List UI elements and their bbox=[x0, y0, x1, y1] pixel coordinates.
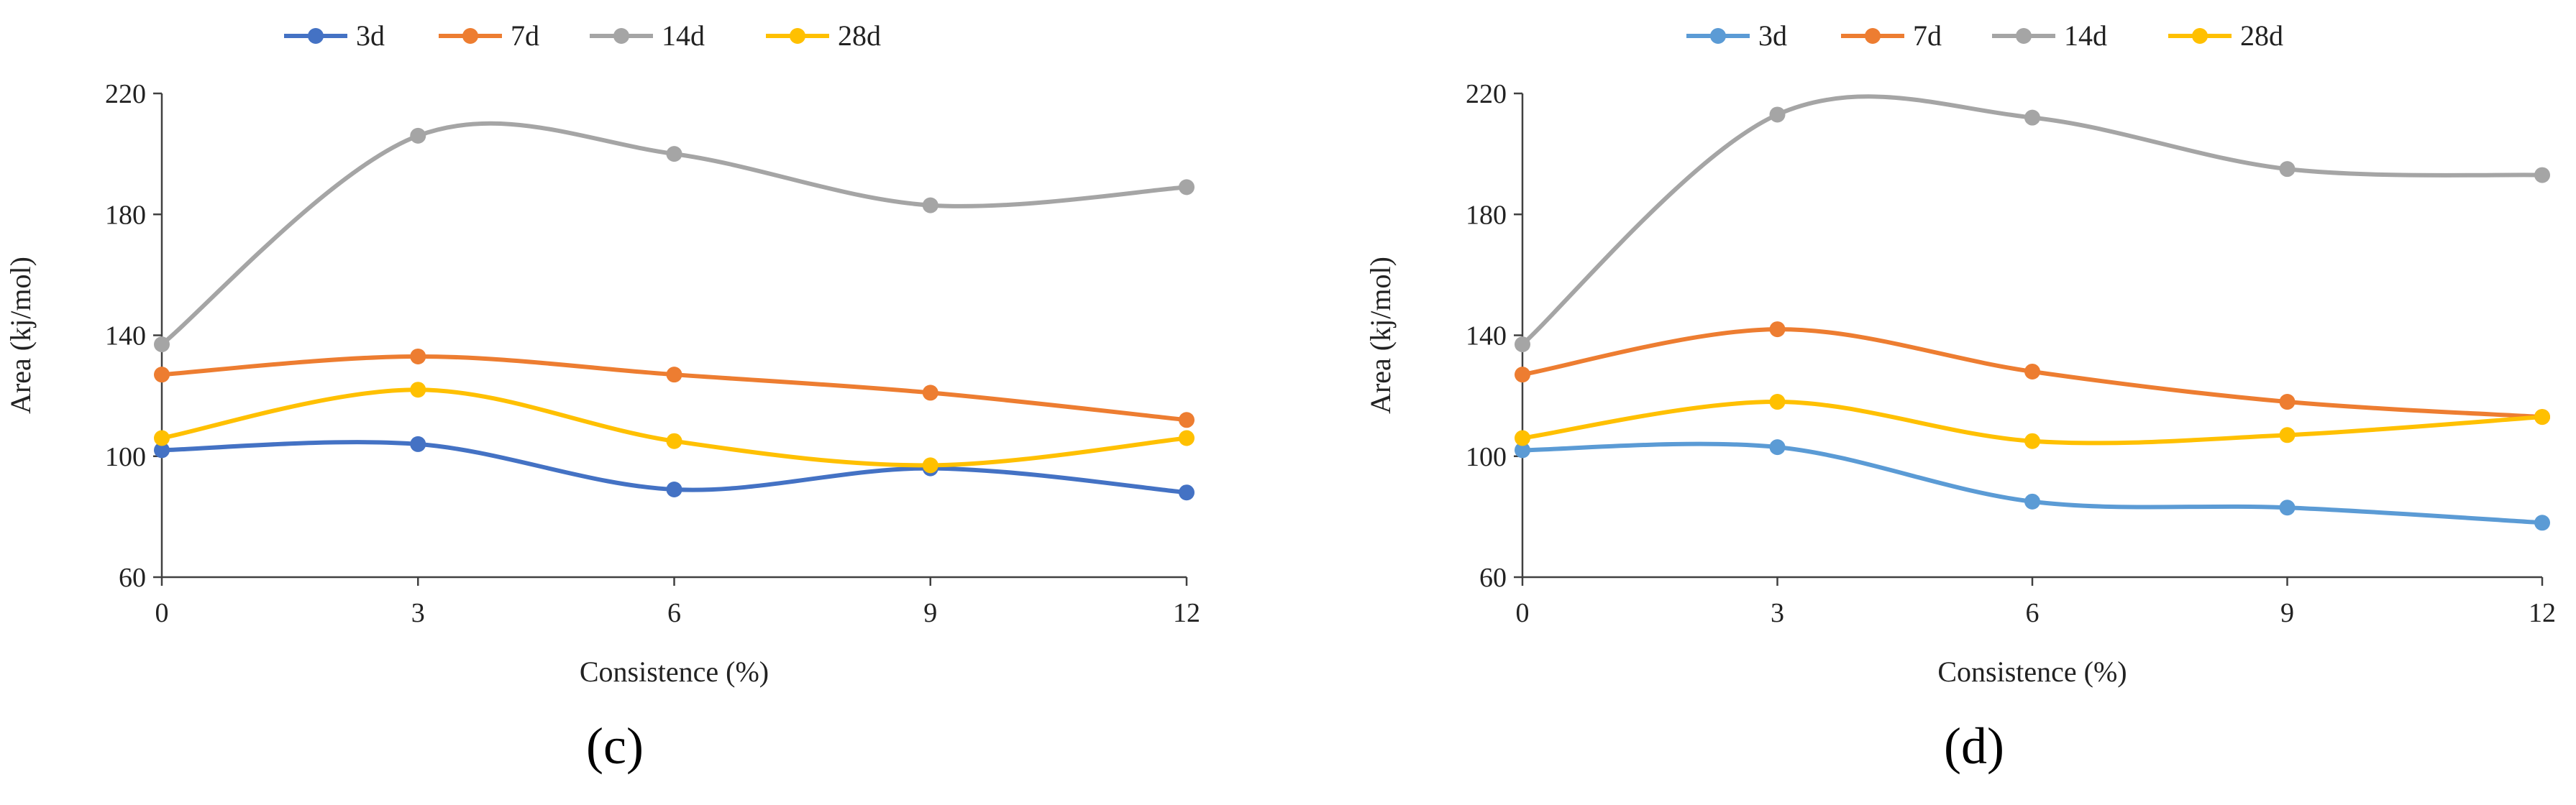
x-tick-label: 3 bbox=[1771, 598, 1784, 628]
data-point-7d bbox=[154, 367, 170, 383]
y-tick-label: 100 bbox=[105, 442, 146, 472]
data-point-3d bbox=[410, 436, 426, 452]
data-point-28d bbox=[2534, 409, 2550, 426]
chart-panel-c: 60 100 140 180 220 0 3 6 9 12 Area (kj/mol) Consist… bbox=[4, 19, 1200, 775]
legend-marker-3d bbox=[1710, 28, 1726, 44]
x-tick-label: 9 bbox=[2280, 598, 2294, 628]
y-axis-label: Area (kj/mol) bbox=[4, 257, 37, 414]
legend-marker-14d bbox=[2016, 28, 2032, 44]
data-point-3d bbox=[2279, 500, 2296, 516]
legend-label-14d: 14d bbox=[662, 19, 705, 52]
y-tick-label: 180 bbox=[1466, 200, 1507, 230]
data-point-7d bbox=[922, 385, 938, 401]
data-point-28d bbox=[666, 433, 682, 449]
legend-label-7d: 7d bbox=[511, 19, 539, 52]
legend-label-28d: 28d bbox=[838, 19, 881, 52]
data-point-14d bbox=[666, 146, 682, 162]
data-point-3d bbox=[1769, 439, 1786, 456]
y-tick-label: 220 bbox=[105, 79, 146, 109]
legend-label-7d: 7d bbox=[1913, 19, 1942, 52]
data-point-3d bbox=[2534, 515, 2550, 531]
x-tick-label: 3 bbox=[411, 598, 425, 628]
data-point-14d bbox=[922, 197, 938, 213]
x-tick-label: 12 bbox=[1173, 598, 1200, 628]
data-point-7d bbox=[666, 367, 682, 383]
data-point-14d bbox=[410, 127, 426, 144]
data-point-7d bbox=[2024, 363, 2040, 380]
legend-marker-7d bbox=[462, 28, 478, 44]
data-point-28d bbox=[922, 457, 938, 474]
data-point-28d bbox=[410, 382, 426, 398]
legend-label-3d: 3d bbox=[356, 19, 385, 52]
data-point-14d bbox=[154, 336, 170, 353]
data-point-28d bbox=[154, 430, 170, 446]
x-tick-label: 6 bbox=[2026, 598, 2040, 628]
y-tick-label: 60 bbox=[1479, 563, 1507, 593]
x-axis-label: Consistence (%) bbox=[580, 656, 769, 688]
data-point-3d bbox=[1515, 442, 1530, 459]
data-point-3d bbox=[1179, 484, 1195, 501]
y-tick-label: 60 bbox=[119, 563, 146, 593]
data-point-3d bbox=[2024, 493, 2040, 510]
legend-marker-28d bbox=[2192, 28, 2208, 44]
y-axis-label: Area (kj/mol) bbox=[1364, 257, 1397, 414]
data-point-14d bbox=[2279, 161, 2296, 178]
x-tick-label: 9 bbox=[923, 598, 937, 628]
panel-caption: (d) bbox=[1944, 717, 2004, 775]
y-tick-label: 180 bbox=[105, 200, 146, 230]
data-point-14d bbox=[2024, 109, 2040, 126]
data-point-7d bbox=[1515, 367, 1530, 383]
panel-caption: (c) bbox=[586, 717, 644, 775]
y-tick-label: 140 bbox=[1466, 321, 1507, 351]
data-point-14d bbox=[1179, 179, 1195, 196]
x-tick-label: 12 bbox=[2529, 598, 2556, 628]
data-point-3d bbox=[666, 482, 682, 498]
legend-marker-28d bbox=[790, 28, 805, 44]
legend-label-3d: 3d bbox=[1758, 19, 1787, 52]
data-point-3d bbox=[154, 442, 170, 459]
data-point-14d bbox=[2534, 167, 2550, 183]
data-point-28d bbox=[2024, 433, 2040, 449]
x-tick-label: 0 bbox=[155, 598, 169, 628]
data-point-7d bbox=[1769, 321, 1786, 338]
legend-label-14d: 14d bbox=[2064, 19, 2107, 52]
series-line-3d bbox=[1520, 441, 2544, 525]
y-tick-label: 100 bbox=[1466, 442, 1507, 472]
legend-label-28d: 28d bbox=[2240, 19, 2283, 52]
x-axis-label: Consistence (%) bbox=[1937, 656, 2127, 688]
legend: 3d 7d 14d 28d bbox=[1686, 19, 2283, 52]
data-point-28d bbox=[1769, 394, 1786, 410]
data-point-14d bbox=[1515, 336, 1530, 353]
legend-marker-3d bbox=[308, 28, 324, 44]
legend-marker-7d bbox=[1865, 28, 1881, 44]
series-line-14d bbox=[1520, 94, 2544, 347]
data-point-7d bbox=[1179, 412, 1195, 428]
x-tick-label: 0 bbox=[1516, 598, 1530, 628]
data-point-28d bbox=[1515, 430, 1530, 446]
series-line-7d bbox=[160, 354, 1189, 423]
data-point-28d bbox=[1179, 430, 1195, 446]
chart-panel-d: 60 100 140 180 220 0 3 6 9 12 Area (kj/mol) Consist… bbox=[1364, 19, 2556, 775]
y-tick-label: 140 bbox=[105, 321, 146, 351]
data-point-28d bbox=[2279, 427, 2296, 443]
data-point-7d bbox=[410, 348, 426, 364]
data-point-14d bbox=[1769, 106, 1786, 123]
x-tick-label: 6 bbox=[667, 598, 681, 628]
legend-marker-14d bbox=[613, 28, 629, 44]
data-point-7d bbox=[2279, 394, 2296, 410]
y-tick-label: 220 bbox=[1466, 79, 1507, 109]
legend: 3d 7d 14d 28d bbox=[284, 19, 881, 52]
